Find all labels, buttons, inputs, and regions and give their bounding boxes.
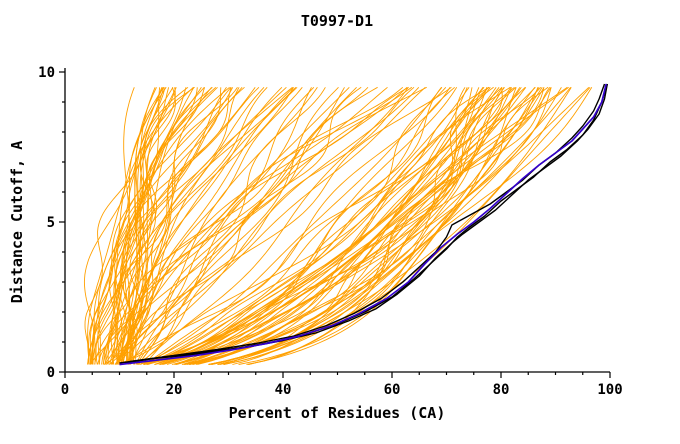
model-curve bbox=[143, 87, 451, 365]
model-curve bbox=[116, 86, 409, 365]
model-curve bbox=[136, 87, 312, 365]
model-curve bbox=[160, 87, 551, 365]
model-curve bbox=[138, 86, 415, 365]
y-tick-label: 5 bbox=[47, 215, 55, 231]
model-curve bbox=[171, 86, 517, 365]
model-curve bbox=[118, 86, 490, 365]
model-curve bbox=[219, 87, 503, 365]
highlight-blue bbox=[119, 83, 608, 366]
best-model-black-3 bbox=[130, 83, 606, 363]
model-curve bbox=[129, 86, 287, 365]
x-axis-label: Percent of Residues (CA) bbox=[229, 404, 446, 422]
y-tick-label: 10 bbox=[38, 65, 55, 81]
model-curve bbox=[173, 87, 470, 365]
model-curve bbox=[192, 87, 488, 365]
model-curve bbox=[91, 87, 205, 365]
model-curve bbox=[122, 87, 222, 365]
model-curve bbox=[116, 87, 243, 365]
model-curve bbox=[120, 86, 283, 365]
model-curve bbox=[98, 87, 164, 365]
highlight-curves-group bbox=[119, 83, 608, 366]
model-curve bbox=[84, 86, 195, 365]
model-curve bbox=[144, 87, 443, 365]
x-tick-label: 0 bbox=[61, 382, 69, 398]
model-curve bbox=[182, 87, 505, 365]
model-curve bbox=[181, 86, 485, 365]
x-tick-label: 60 bbox=[384, 382, 401, 398]
model-curve bbox=[208, 87, 500, 365]
model-curve bbox=[147, 86, 503, 365]
y-tick-label: 0 bbox=[47, 365, 55, 381]
model-curve bbox=[176, 87, 468, 365]
x-tick-label: 100 bbox=[597, 382, 622, 398]
model-curve bbox=[83, 86, 189, 365]
model-curve bbox=[115, 86, 426, 365]
model-curve bbox=[195, 86, 515, 365]
model-curve bbox=[136, 87, 409, 365]
model-curve bbox=[87, 86, 194, 365]
model-curve bbox=[138, 87, 326, 365]
model-curve bbox=[143, 86, 494, 365]
model-curve bbox=[132, 87, 165, 365]
y-axis-label: Distance Cutoff, A bbox=[8, 141, 26, 304]
model-curve bbox=[108, 87, 227, 365]
axes bbox=[59, 68, 611, 378]
model-curve bbox=[127, 86, 294, 365]
model-curve bbox=[160, 87, 489, 365]
model-curve bbox=[211, 87, 513, 365]
model-curve bbox=[189, 86, 549, 365]
model-curve bbox=[154, 87, 491, 365]
model-curve bbox=[223, 87, 536, 365]
model-curve bbox=[104, 86, 413, 365]
model-curve bbox=[246, 87, 539, 365]
model-curve bbox=[92, 87, 240, 365]
model-curve bbox=[91, 87, 234, 365]
model-curve bbox=[146, 86, 568, 365]
model-curve bbox=[211, 87, 572, 365]
x-tick-label: 80 bbox=[493, 382, 510, 398]
model-curve bbox=[142, 86, 339, 365]
model-curve bbox=[160, 86, 447, 365]
x-tick-label: 40 bbox=[275, 382, 292, 398]
model-curve bbox=[103, 87, 174, 365]
model-curve bbox=[89, 86, 297, 365]
model-curve bbox=[175, 86, 526, 365]
model-curve bbox=[127, 87, 187, 365]
model-curve bbox=[110, 87, 135, 365]
model-curve bbox=[126, 87, 176, 365]
model-curve bbox=[161, 86, 590, 365]
x-tick-label: 20 bbox=[166, 382, 183, 398]
model-curve bbox=[238, 87, 543, 365]
model-curve bbox=[139, 86, 452, 365]
model-curve bbox=[130, 87, 238, 365]
model-curve bbox=[104, 87, 167, 365]
model-curve bbox=[108, 87, 318, 365]
model-curve bbox=[95, 86, 260, 365]
model-curve bbox=[146, 87, 527, 365]
model-curve bbox=[103, 86, 362, 365]
model-curve bbox=[174, 87, 540, 365]
tick-labels: 0 20 40 60 80 100 0 5 10 bbox=[38, 65, 623, 398]
model-curve bbox=[197, 87, 545, 365]
chart-title: T0997-D1 bbox=[301, 12, 373, 30]
model-curve bbox=[140, 86, 455, 365]
